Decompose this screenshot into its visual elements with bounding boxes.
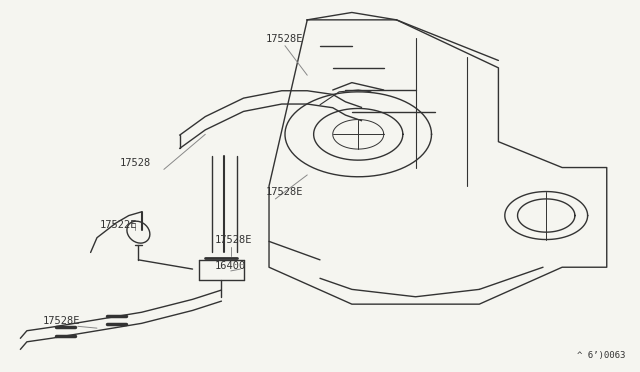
Text: 17528E: 17528E: [215, 235, 252, 245]
Text: 17528E: 17528E: [266, 34, 304, 44]
Text: 17528: 17528: [119, 158, 150, 168]
Text: 17528E: 17528E: [43, 317, 80, 327]
Text: 17528E: 17528E: [266, 187, 303, 197]
Text: 17522E: 17522E: [100, 221, 138, 231]
Text: ^ 6’)0063: ^ 6’)0063: [577, 350, 626, 359]
Text: 16400: 16400: [215, 261, 246, 271]
